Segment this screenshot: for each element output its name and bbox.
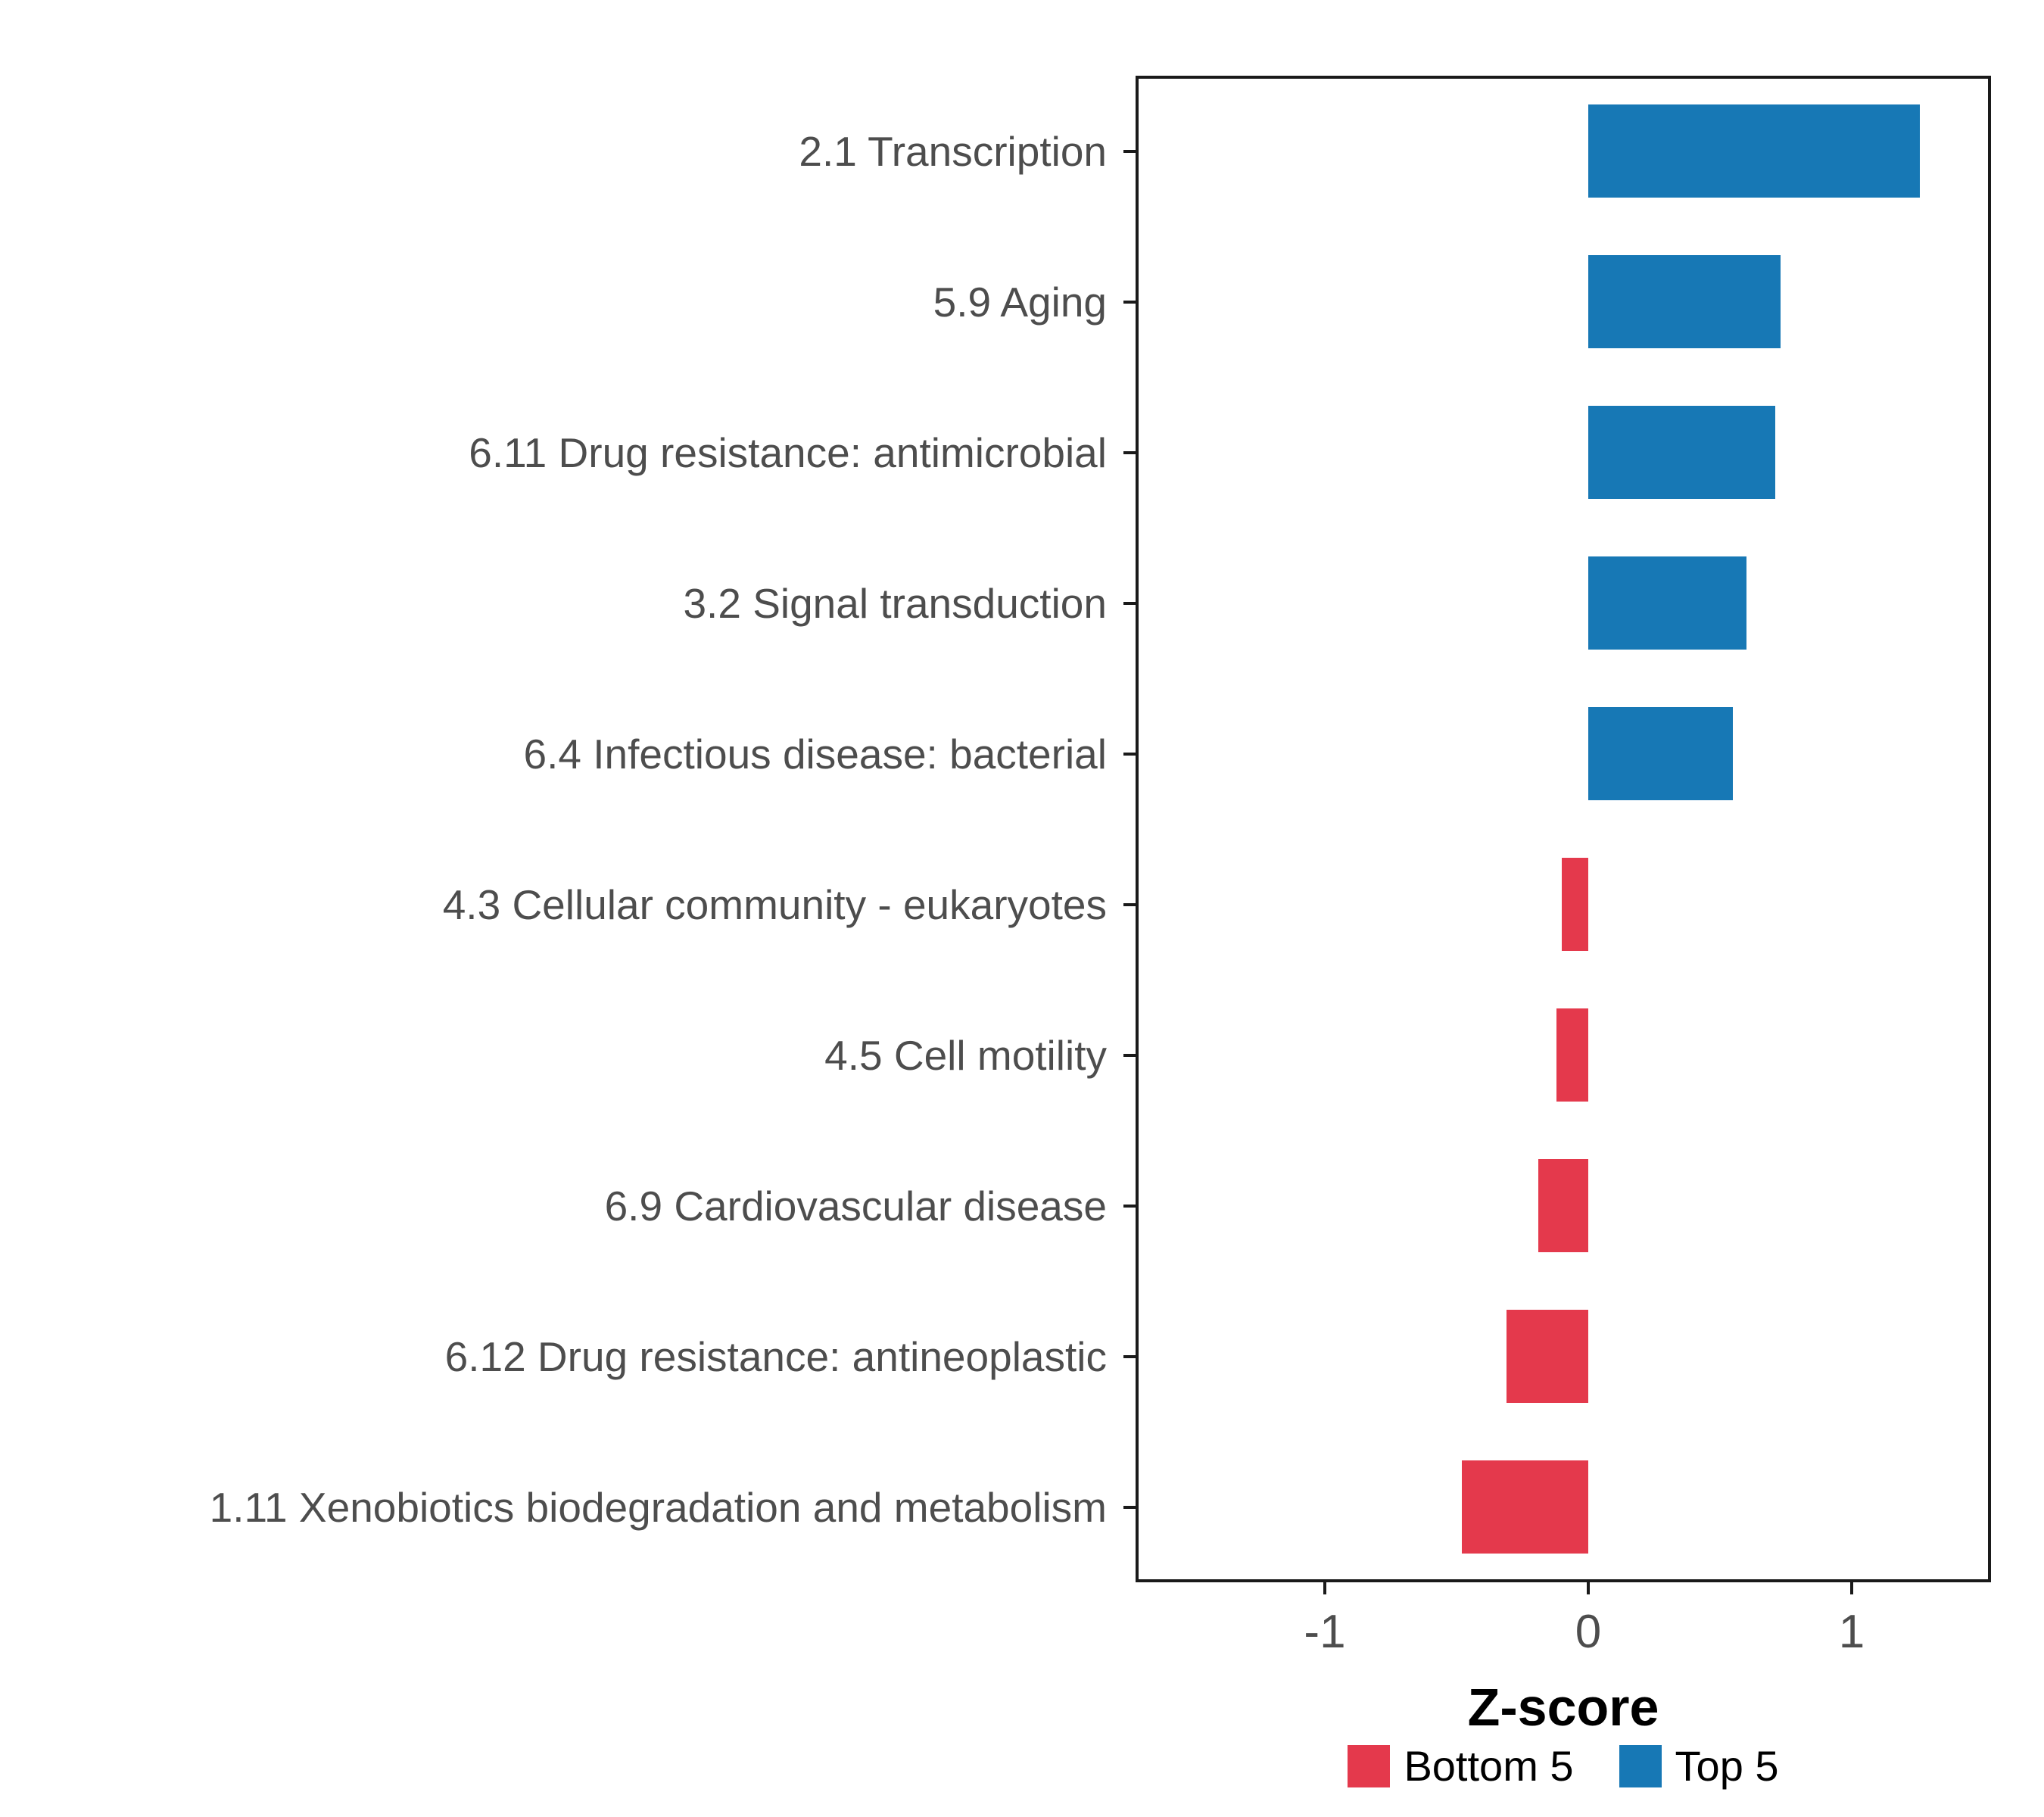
y-tick	[1123, 753, 1136, 756]
y-axis-label: 3.2 Signal transduction	[683, 580, 1107, 627]
bar	[1588, 406, 1776, 499]
x-tick-label: -1	[1304, 1606, 1346, 1658]
y-tick	[1123, 903, 1136, 906]
legend: Bottom 5 Top 5	[0, 1741, 2044, 1791]
bar	[1588, 707, 1734, 800]
bar	[1556, 1008, 1589, 1102]
x-tick	[1850, 1582, 1853, 1594]
legend-swatch	[1619, 1744, 1662, 1787]
legend-label: Top 5	[1675, 1742, 1779, 1790]
legend-swatch	[1348, 1744, 1391, 1787]
x-tick	[1323, 1582, 1326, 1594]
y-axis-label: 6.12 Drug resistance: antineoplastic	[444, 1333, 1107, 1380]
bar	[1562, 858, 1589, 951]
y-tick	[1123, 1506, 1136, 1509]
y-axis-label: 6.9 Cardiovascular disease	[604, 1183, 1107, 1230]
x-tick-label: 0	[1575, 1606, 1602, 1658]
legend-item: Top 5	[1619, 1741, 1779, 1791]
bar	[1588, 104, 1921, 198]
y-axis-label: 5.9 Aging	[933, 279, 1107, 326]
y-tick	[1123, 1355, 1136, 1358]
legend-item: Bottom 5	[1348, 1741, 1574, 1791]
x-tick	[1587, 1582, 1590, 1594]
y-axis-label: 4.3 Cellular community - eukaryotes	[442, 881, 1107, 928]
y-axis-label: 6.4 Infectious disease: bacterial	[523, 731, 1107, 778]
bar	[1462, 1460, 1589, 1554]
x-tick-label: 1	[1838, 1606, 1865, 1658]
y-tick	[1123, 1205, 1136, 1208]
bar	[1588, 255, 1781, 348]
y-axis-label: 6.11 Drug resistance: antimicrobial	[469, 429, 1107, 476]
legend-label: Bottom 5	[1404, 1742, 1574, 1790]
plot-panel	[1136, 76, 1991, 1582]
x-axis-title: Z-score	[1467, 1678, 1659, 1737]
y-tick	[1123, 602, 1136, 605]
y-axis-label: 1.11 Xenobiotics biodegradation and meta…	[209, 1484, 1107, 1531]
y-axis-label: 4.5 Cell motility	[824, 1032, 1107, 1079]
bar	[1538, 1159, 1588, 1252]
y-tick	[1123, 451, 1136, 454]
bar	[1588, 556, 1747, 650]
bar	[1507, 1310, 1589, 1403]
y-tick	[1123, 301, 1136, 304]
y-tick	[1123, 1054, 1136, 1057]
y-axis-label: 2.1 Transcription	[799, 128, 1107, 175]
y-tick	[1123, 150, 1136, 153]
